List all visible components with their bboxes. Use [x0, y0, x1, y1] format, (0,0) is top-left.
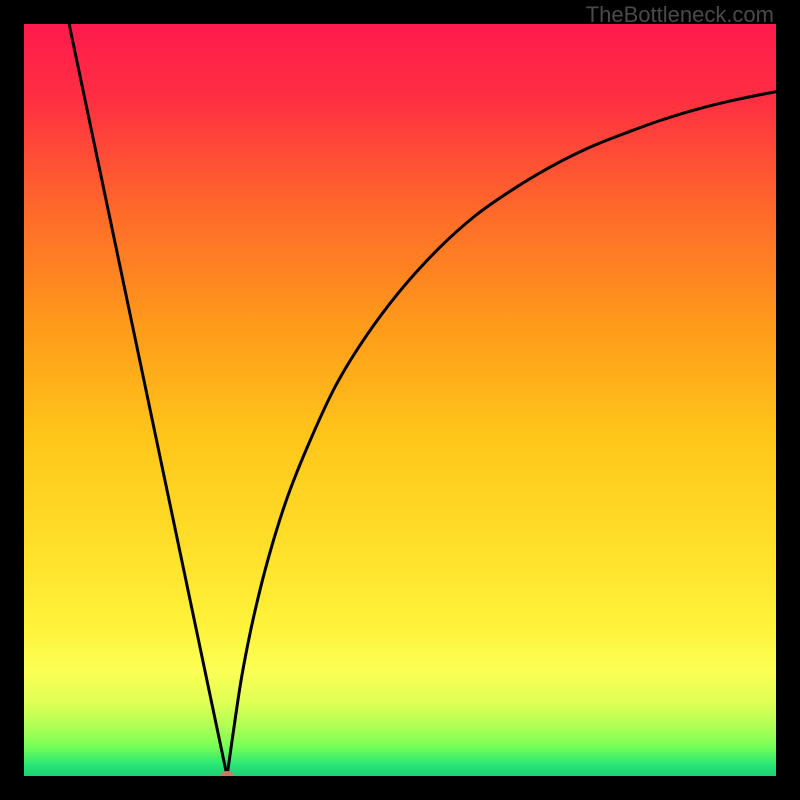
curve-layer	[24, 24, 776, 776]
min-marker	[220, 771, 234, 776]
curve-right-branch	[227, 92, 776, 776]
watermark-text: TheBottleneck.com	[586, 2, 774, 28]
chart-frame: TheBottleneck.com	[0, 0, 800, 800]
curve-left-branch	[69, 24, 227, 776]
plot-area	[24, 24, 776, 776]
